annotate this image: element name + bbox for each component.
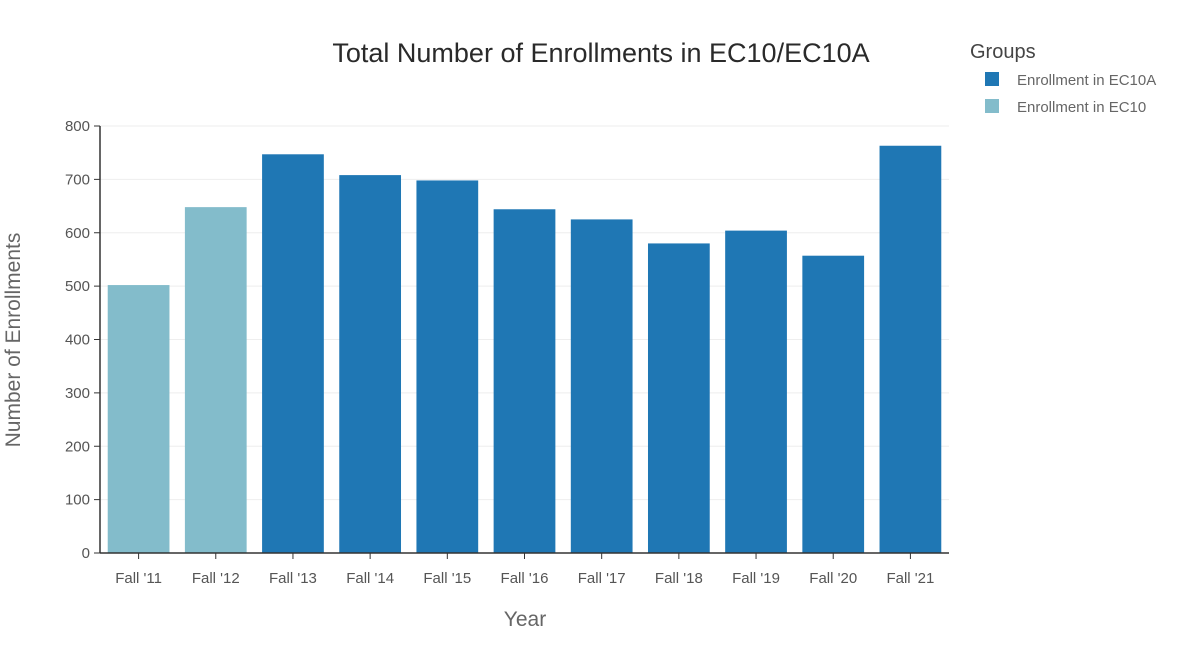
bars xyxy=(107,145,942,554)
bar-fall-12[interactable] xyxy=(184,207,247,553)
bar-fall-19[interactable] xyxy=(725,230,787,554)
x-tick-label: Fall '15 xyxy=(423,570,471,587)
legend-title: Groups xyxy=(970,41,1036,63)
bar-fall-21[interactable] xyxy=(879,145,942,553)
bar-fall-11[interactable] xyxy=(107,285,170,553)
y-tick-label: 700 xyxy=(65,171,90,188)
chart-title: Total Number of Enrollments in EC10/EC10… xyxy=(332,38,869,68)
x-axis-title: Year xyxy=(504,608,546,631)
bar-fall-16[interactable] xyxy=(493,209,556,553)
y-tick-label: 100 xyxy=(65,492,90,509)
x-tick-label: Fall '21 xyxy=(886,570,934,587)
bar-fall-17[interactable] xyxy=(570,219,633,553)
x-tick-labels: Fall '11 Fall '12 Fall '13 Fall '14 Fall '15… xyxy=(115,553,934,587)
legend-label[interactable]: Enrollment in EC10A xyxy=(1017,72,1156,89)
y-axis-title: Number of Enrollments xyxy=(2,233,25,448)
bar-fall-15[interactable] xyxy=(416,180,479,553)
y-tick-label: 200 xyxy=(65,438,90,455)
y-tick-label: 800 xyxy=(65,118,90,135)
x-tick-label: Fall '17 xyxy=(578,570,626,587)
legend-swatch[interactable] xyxy=(985,72,999,86)
bar-fall-14[interactable] xyxy=(339,175,402,554)
x-tick-label: Fall '14 xyxy=(346,570,394,587)
legend: Groups Enrollment in EC10A Enrollment in … xyxy=(970,41,1156,116)
y-tick-label: 400 xyxy=(65,332,90,349)
legend-label[interactable]: Enrollment in EC10 xyxy=(1017,99,1146,116)
y-tick-label: 600 xyxy=(65,225,90,242)
x-tick-label: Fall '19 xyxy=(732,570,780,587)
y-tick-labels: 0 100 200 300 400 500 600 700 800 xyxy=(65,118,100,562)
bar-fall-18[interactable] xyxy=(647,243,710,554)
x-tick-label: Fall '11 xyxy=(115,570,162,587)
x-tick-label: Fall '16 xyxy=(501,570,549,587)
x-tick-label: Fall '12 xyxy=(192,570,240,587)
y-tick-label: 300 xyxy=(65,385,90,402)
bar-fall-13[interactable] xyxy=(262,154,324,553)
legend-swatch[interactable] xyxy=(985,99,999,113)
x-tick-label: Fall '13 xyxy=(269,570,317,587)
x-tick-label: Fall '20 xyxy=(809,570,857,587)
x-tick-label: Fall '18 xyxy=(655,570,703,587)
y-tick-label: 500 xyxy=(65,278,90,295)
y-tick-label: 0 xyxy=(82,545,90,562)
bar-fall-20[interactable] xyxy=(802,255,865,554)
